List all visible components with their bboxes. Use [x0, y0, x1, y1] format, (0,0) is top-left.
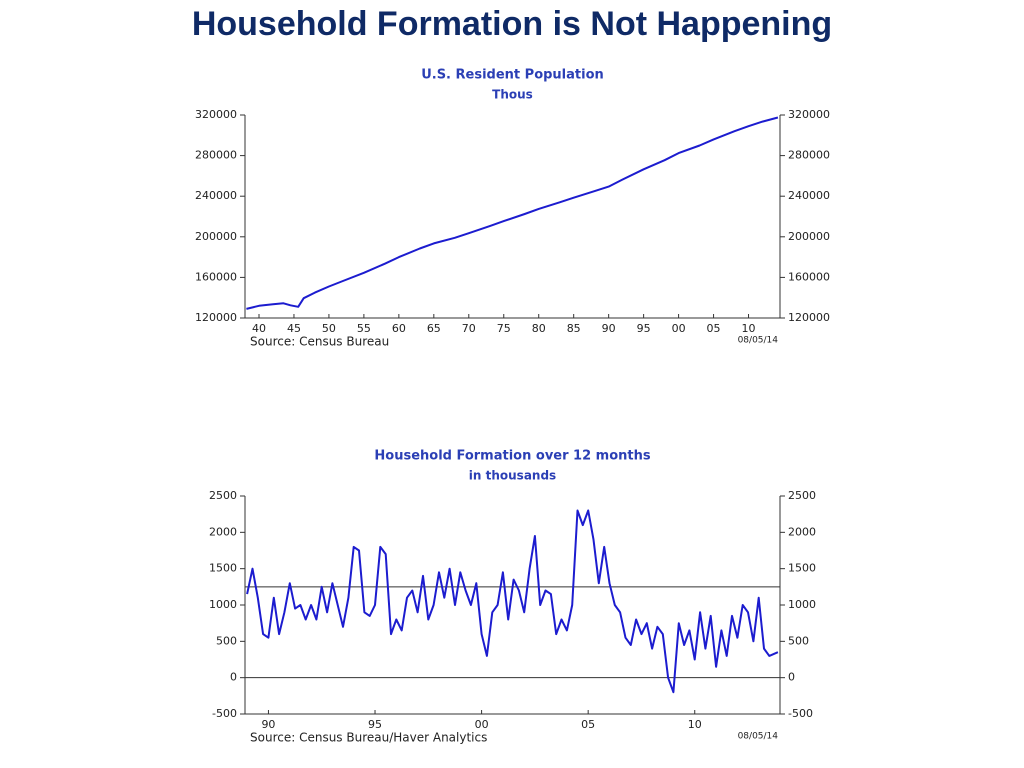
- y2-tick-label: 2000: [788, 525, 816, 538]
- data-line: [246, 509, 779, 694]
- x-tick-label: 70: [462, 322, 476, 335]
- x-tick-label: 05: [707, 322, 721, 335]
- y-tick-label: 200000: [195, 230, 237, 243]
- x-tick-label: 10: [742, 322, 756, 335]
- x-tick-label: 00: [475, 718, 489, 731]
- y-tick-label: 240000: [195, 189, 237, 202]
- x-tick-label: 65: [427, 322, 441, 335]
- x-tick-label: 95: [637, 322, 651, 335]
- x-tick-label: 50: [322, 322, 336, 335]
- y-tick-label: 500: [216, 634, 237, 647]
- y-tick-label: 120000: [195, 311, 237, 324]
- y-tick-label: 0: [230, 671, 237, 684]
- y2-tick-label: 280000: [788, 149, 830, 162]
- x-tick-label: 55: [357, 322, 371, 335]
- y-tick-label: 320000: [195, 108, 237, 121]
- slide-title: Household Formation is Not Happening: [192, 5, 832, 43]
- x-tick-label: 60: [392, 322, 406, 335]
- x-tick-label: 05: [581, 718, 595, 731]
- x-tick-label: 00: [672, 322, 686, 335]
- x-tick-label: 85: [567, 322, 581, 335]
- x-tick-label: 40: [252, 322, 266, 335]
- y2-tick-label: 1000: [788, 598, 816, 611]
- x-tick-label: 80: [532, 322, 546, 335]
- y-tick-label: 2500: [209, 489, 237, 502]
- y-tick-label: -500: [212, 707, 237, 720]
- x-tick-label: 95: [368, 718, 382, 731]
- chart-subtitle: in thousands: [469, 469, 556, 483]
- source: Source: Census Bureau: [250, 335, 389, 349]
- y2-tick-label: 320000: [788, 108, 830, 121]
- x-tick-label: 90: [261, 718, 275, 731]
- y2-tick-label: 0: [788, 671, 795, 684]
- y2-tick-label: 500: [788, 634, 809, 647]
- y2-tick-label: 160000: [788, 270, 830, 283]
- y-tick-label: 2000: [209, 525, 237, 538]
- chart-title: U.S. Resident Population: [421, 68, 604, 83]
- x-tick-label: 45: [287, 322, 301, 335]
- y-tick-label: 1000: [209, 598, 237, 611]
- chart-title: Household Formation over 12 months: [374, 449, 650, 464]
- date: 08/05/14: [738, 336, 779, 346]
- x-tick-label: 10: [688, 718, 702, 731]
- y-tick-label: 160000: [195, 270, 237, 283]
- chart-subtitle: Thous: [492, 88, 533, 102]
- source: Source: Census Bureau/Haver Analytics: [250, 731, 487, 745]
- y-tick-label: 280000: [195, 149, 237, 162]
- y2-tick-label: 1500: [788, 562, 816, 575]
- y2-tick-label: 2500: [788, 489, 816, 502]
- date: 08/05/14: [738, 732, 779, 742]
- y2-tick-label: 240000: [788, 189, 830, 202]
- data-line: [246, 116, 779, 310]
- y2-tick-label: -500: [788, 707, 813, 720]
- x-tick-label: 75: [497, 322, 511, 335]
- y2-tick-label: 120000: [788, 311, 830, 324]
- y-tick-label: 1500: [209, 562, 237, 575]
- x-tick-label: 90: [602, 322, 616, 335]
- y2-tick-label: 200000: [788, 230, 830, 243]
